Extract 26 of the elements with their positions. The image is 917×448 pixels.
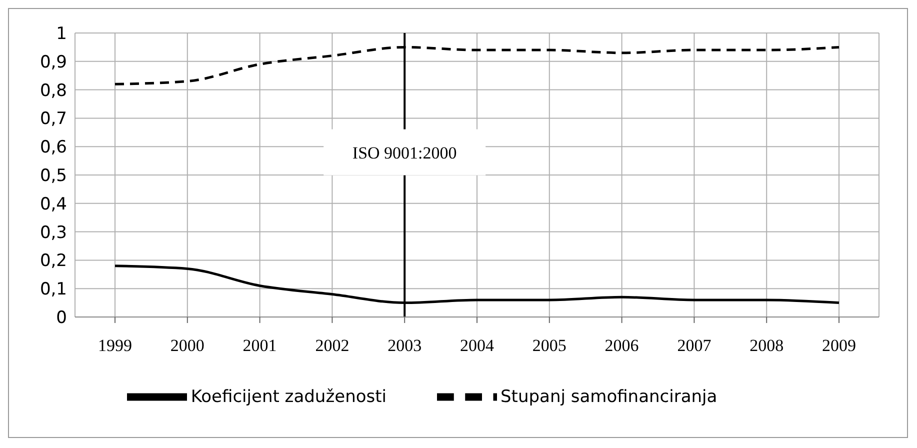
- y-tick-label: 0,9: [40, 52, 67, 72]
- x-tick-label: 2008: [750, 336, 784, 356]
- x-tick-label: 2006: [604, 336, 639, 356]
- label-box: ISO 9001:2000: [324, 129, 486, 176]
- x-tick-label: 2001: [242, 336, 277, 356]
- x-tick-label: 2003: [388, 336, 422, 356]
- x-tick-label: 2000: [170, 336, 204, 356]
- x-tick-label: 2002: [315, 336, 350, 356]
- y-tick-label: 0,7: [40, 109, 67, 130]
- x-tick-label: 2004: [460, 336, 494, 356]
- x-tick-label: 2005: [532, 336, 566, 356]
- legend-label: Koeficijent zaduženosti: [190, 386, 387, 407]
- y-tick-label: 0: [56, 308, 67, 328]
- y-tick-label: 0,4: [40, 194, 67, 214]
- y-tick-label: 0,5: [40, 166, 67, 186]
- x-tick-label: 2007: [677, 336, 712, 356]
- x-tick-label: 2009: [822, 336, 856, 356]
- ref-line-label: ISO 9001:2000: [352, 143, 457, 162]
- x-tick-label: 1999: [98, 336, 132, 356]
- y-tick-label: 0,2: [40, 251, 67, 272]
- y-tick-label: 0,8: [40, 80, 67, 101]
- y-tick-label: 0,3: [40, 222, 67, 243]
- y-tick-label: 1: [56, 24, 67, 44]
- legend-label: Stupanj samofinanciranja: [500, 386, 718, 407]
- y-tick-label: 0,1: [40, 280, 67, 300]
- y-tick-label: 0,6: [40, 138, 67, 158]
